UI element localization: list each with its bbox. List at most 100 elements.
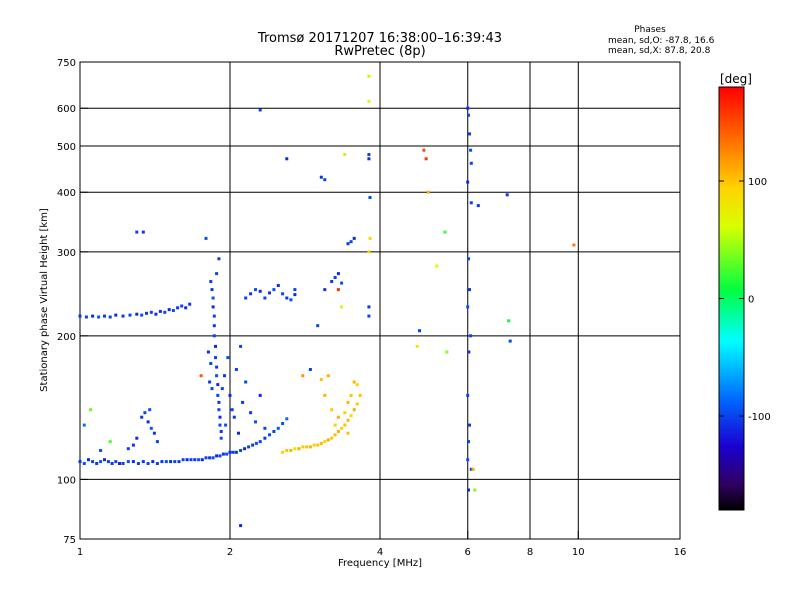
data-point [276, 284, 280, 287]
data-point [285, 417, 289, 421]
data-point [176, 306, 180, 310]
data-point [289, 298, 293, 302]
data-point [210, 288, 214, 292]
data-point [135, 312, 139, 316]
data-point [258, 440, 262, 444]
data-point [103, 458, 106, 462]
data-point [469, 161, 473, 165]
data-point [163, 310, 167, 314]
data-point [336, 272, 340, 276]
phase-stats-o: mean, sd,O: -87.8, 16.6 [608, 36, 715, 46]
data-point [239, 344, 243, 348]
data-point [208, 456, 212, 460]
data-point [121, 462, 125, 465]
data-point [285, 157, 289, 161]
data-point [114, 460, 118, 464]
data-point [468, 423, 471, 427]
data-point [352, 380, 356, 384]
data-point [258, 393, 262, 397]
data-point [193, 458, 197, 462]
chart-title-line2: RwPretec (8p) [334, 44, 425, 59]
data-point [268, 291, 271, 295]
data-point [467, 488, 470, 492]
data-point [293, 288, 297, 292]
data-point [346, 400, 350, 404]
data-point [333, 423, 337, 427]
data-point [220, 387, 224, 391]
data-point [214, 344, 217, 348]
data-point [293, 293, 297, 297]
data-point [340, 426, 344, 430]
data-point [212, 314, 216, 318]
x-tick-label: 6 [465, 547, 471, 558]
data-point [217, 257, 221, 261]
data-point [204, 456, 208, 460]
data-point [78, 314, 82, 318]
data-point [126, 460, 130, 464]
data-point [258, 108, 262, 112]
data-point [97, 315, 101, 319]
data-point [184, 306, 188, 310]
data-point [141, 460, 145, 464]
data-point [443, 230, 447, 234]
data-point [146, 462, 150, 465]
data-point [312, 443, 316, 447]
data-point [326, 374, 330, 378]
data-point [469, 334, 473, 338]
data-point [215, 454, 219, 458]
data-point [149, 310, 153, 314]
data-point [158, 309, 162, 313]
data-point [185, 458, 189, 462]
data-point [217, 408, 221, 412]
data-point [234, 368, 238, 371]
data-point [466, 180, 470, 184]
data-point [254, 420, 257, 424]
data-point [237, 431, 240, 435]
data-point [126, 447, 130, 451]
data-point [285, 296, 289, 300]
data-point [572, 243, 576, 247]
data-point [330, 436, 334, 440]
data-point [466, 106, 470, 110]
data-point [148, 408, 152, 412]
data-point [211, 456, 215, 460]
data-point [206, 350, 210, 354]
data-point [218, 423, 222, 427]
data-point [230, 408, 234, 412]
data-point [155, 462, 159, 465]
x-tick-label: 8 [527, 547, 533, 558]
data-point [355, 383, 359, 387]
data-point [368, 236, 372, 240]
data-point [466, 458, 470, 462]
data-point [188, 302, 192, 306]
data-point [367, 305, 371, 309]
data-point [352, 236, 356, 240]
x-tick-label: 1 [77, 547, 83, 558]
data-point [415, 344, 419, 348]
y-tick-label: 600 [57, 104, 76, 115]
data-point [367, 314, 371, 318]
data-point [367, 250, 371, 254]
data-point [211, 305, 215, 309]
data-point [173, 460, 177, 464]
data-point [82, 423, 86, 427]
data-point [323, 288, 327, 292]
data-point [343, 411, 347, 415]
data-point [216, 393, 220, 397]
data-point [135, 230, 139, 234]
data-point [243, 447, 247, 451]
data-point [199, 374, 203, 378]
data-point [507, 319, 511, 323]
data-point [140, 313, 144, 317]
data-point [467, 257, 470, 261]
x-tick-label: 10 [572, 547, 585, 558]
data-point [336, 430, 340, 433]
data-point [297, 447, 301, 451]
data-point [473, 488, 477, 492]
data-point [189, 458, 193, 462]
x-axis-label: Frequency [MHz] [338, 558, 422, 569]
data-point [469, 467, 473, 471]
x-tick-label: 16 [674, 547, 687, 558]
